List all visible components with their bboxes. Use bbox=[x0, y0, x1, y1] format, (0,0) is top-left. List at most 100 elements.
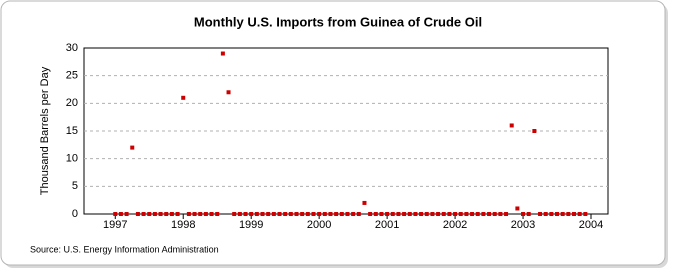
point bbox=[458, 212, 463, 216]
y-tick-label: 15 bbox=[66, 125, 78, 137]
point bbox=[555, 212, 560, 216]
point bbox=[470, 212, 475, 216]
point bbox=[124, 212, 129, 216]
point bbox=[192, 212, 197, 216]
point bbox=[362, 200, 367, 205]
point bbox=[385, 212, 390, 216]
plot-area bbox=[83, 47, 609, 215]
point bbox=[317, 212, 322, 216]
point bbox=[118, 212, 123, 216]
x-tick-label: 1998 bbox=[171, 219, 195, 231]
point bbox=[521, 212, 526, 216]
point bbox=[345, 212, 350, 216]
y-tick-label: 10 bbox=[66, 153, 78, 165]
point bbox=[538, 212, 543, 216]
point bbox=[232, 212, 237, 216]
point bbox=[328, 212, 333, 216]
source: Source: U.S. Energy Information Administ… bbox=[30, 244, 219, 254]
x-tick-label: 2000 bbox=[307, 219, 331, 231]
point bbox=[271, 212, 276, 216]
point bbox=[203, 212, 208, 216]
point bbox=[351, 212, 356, 216]
x-tick-label: 2004 bbox=[579, 219, 603, 231]
point bbox=[396, 212, 401, 216]
point bbox=[237, 212, 242, 216]
point bbox=[215, 212, 220, 216]
point bbox=[209, 212, 214, 216]
point bbox=[186, 212, 191, 216]
x-tick-label: 2003 bbox=[511, 219, 535, 231]
point bbox=[509, 123, 514, 128]
point bbox=[260, 212, 265, 216]
point bbox=[277, 212, 282, 216]
point bbox=[504, 212, 509, 216]
point bbox=[572, 212, 577, 216]
x-tick-label: 1997 bbox=[103, 219, 127, 231]
chart-title: Monthly U.S. Imports from Guinea of Crud… bbox=[194, 14, 482, 29]
point bbox=[243, 212, 248, 216]
x-tick-label: 2001 bbox=[375, 219, 399, 231]
point bbox=[390, 212, 395, 216]
point bbox=[453, 212, 458, 216]
y-tick-label: 0 bbox=[72, 208, 78, 220]
point bbox=[566, 212, 571, 216]
y-axis-label: Thousand Barrels per Day bbox=[39, 66, 51, 195]
point bbox=[305, 212, 310, 216]
point bbox=[147, 212, 152, 216]
point bbox=[141, 212, 146, 216]
point bbox=[543, 212, 548, 216]
point bbox=[436, 212, 441, 216]
point bbox=[294, 212, 299, 216]
point bbox=[373, 212, 378, 216]
point bbox=[175, 212, 180, 216]
point bbox=[441, 212, 446, 216]
point bbox=[288, 212, 293, 216]
point bbox=[356, 212, 361, 216]
point bbox=[266, 212, 271, 216]
point bbox=[475, 212, 480, 216]
point bbox=[424, 212, 429, 216]
point bbox=[464, 212, 469, 216]
point bbox=[113, 212, 118, 216]
y-tick-label: 30 bbox=[66, 42, 78, 54]
point bbox=[283, 212, 288, 216]
x-tick-label: 1999 bbox=[239, 219, 263, 231]
point bbox=[430, 212, 435, 216]
point bbox=[583, 212, 588, 216]
point bbox=[334, 212, 339, 216]
x-tick-label: 2002 bbox=[443, 219, 467, 231]
point bbox=[198, 212, 203, 216]
point bbox=[447, 212, 452, 216]
point bbox=[515, 206, 520, 211]
y-tick-label: 25 bbox=[66, 70, 78, 82]
point bbox=[220, 51, 225, 56]
point bbox=[577, 212, 582, 216]
point bbox=[152, 212, 157, 216]
point bbox=[130, 145, 135, 150]
point bbox=[498, 212, 503, 216]
point bbox=[158, 212, 163, 216]
point bbox=[311, 212, 316, 216]
point bbox=[368, 212, 373, 216]
point bbox=[181, 95, 186, 100]
point bbox=[135, 212, 140, 216]
point bbox=[164, 212, 169, 216]
point bbox=[226, 90, 231, 95]
point bbox=[249, 212, 254, 216]
y-tick-label: 5 bbox=[72, 180, 78, 192]
point bbox=[532, 129, 537, 133]
point bbox=[322, 212, 327, 216]
point bbox=[407, 212, 412, 216]
point bbox=[487, 212, 492, 216]
point bbox=[339, 212, 344, 216]
point bbox=[526, 212, 531, 216]
point bbox=[419, 212, 424, 216]
point bbox=[402, 212, 407, 216]
point bbox=[492, 212, 497, 216]
point bbox=[413, 212, 418, 216]
point bbox=[481, 212, 486, 216]
point bbox=[549, 212, 554, 216]
point bbox=[169, 212, 174, 216]
point bbox=[560, 212, 565, 216]
